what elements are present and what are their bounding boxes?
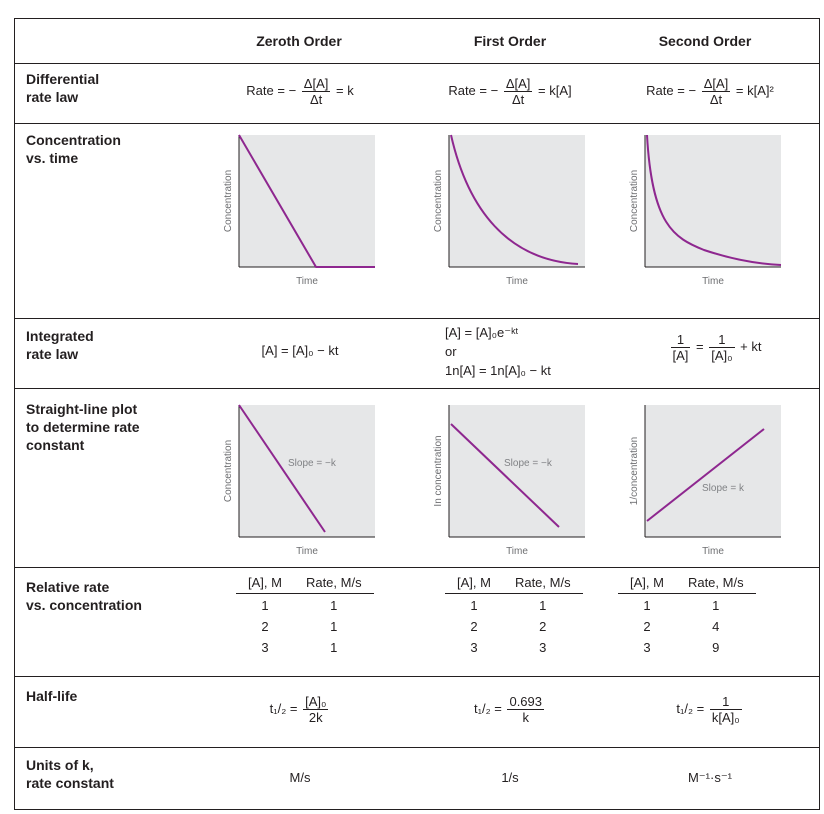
diff-rate-second: Rate = − Δ[A] Δt = k[A]²: [646, 76, 774, 107]
y-label: Concentration: [223, 170, 234, 232]
row-label-integrated: Integrated rate law: [26, 328, 94, 362]
y-label: Concentration: [433, 170, 444, 232]
plot-bg: [449, 405, 585, 537]
line: [238, 404, 326, 533]
col-header-rate: Rate, M/s: [502, 575, 583, 594]
divider: [14, 567, 820, 568]
half-life-second: t₁/₂ = 1 k[A]₀: [676, 694, 742, 725]
col-header-conc: [A], M: [618, 575, 676, 594]
x-label: Time: [702, 276, 724, 287]
row-label-half-life: Half-life: [26, 688, 78, 704]
curve: [646, 134, 782, 266]
divider: [14, 318, 820, 319]
divider: [14, 63, 820, 64]
row-label-differential: Differential rate law: [26, 71, 100, 105]
units-first: 1/s: [501, 770, 519, 785]
units-zeroth: M/s: [289, 770, 311, 785]
y-label: Concentration: [629, 170, 640, 232]
integrated-first: [A] = [A]₀e⁻ᵏᵗ or 1n[A] = 1n[A]₀ − kt: [445, 323, 605, 380]
divider: [14, 676, 820, 677]
plot-conc-first: Concentration Time: [428, 130, 593, 290]
x-label: Time: [506, 276, 528, 287]
x-label: Time: [506, 546, 528, 557]
plot-bg: [239, 135, 375, 267]
divider: [14, 747, 820, 748]
curve: [238, 134, 375, 268]
integrated-zeroth: [A] = [A]₀ − kt: [261, 343, 339, 358]
row-label-concentration-time: Concentration vs. time: [26, 132, 121, 166]
y-label: 1/concentration: [629, 437, 640, 505]
y-label: Concentration: [223, 440, 234, 502]
slope-label: Slope = −k: [288, 458, 337, 469]
y-label: In concentration: [433, 435, 444, 506]
diff-rate-first: Rate = − Δ[A] Δt = k[A]: [448, 76, 572, 107]
line: [450, 423, 560, 528]
line: [646, 428, 765, 522]
col-header-rate: Rate, M/s: [293, 575, 374, 594]
curve: [450, 134, 579, 265]
header-second-order: Second Order: [658, 33, 752, 49]
divider: [14, 388, 820, 389]
plot-straight-second: Slope = k 1/concentration Time: [624, 400, 789, 562]
col-header-conc: [A], M: [445, 575, 503, 594]
header-first-order: First Order: [473, 33, 547, 49]
units-second: M⁻¹·s⁻¹: [687, 770, 733, 785]
plot-bg: [645, 135, 781, 267]
x-label: Time: [702, 546, 724, 557]
integrated-first-line2: 1n[A] = 1n[A]₀ − kt: [445, 363, 551, 378]
row-label-straight-line: Straight-line plot to determine rate con…: [26, 401, 140, 453]
plot-bg: [449, 135, 585, 267]
header-zeroth-order: Zeroth Order: [256, 33, 342, 49]
slope-label: Slope = −k: [504, 458, 553, 469]
plot-conc-second: Concentration Time: [624, 130, 789, 290]
integrated-first-or: or: [445, 344, 457, 359]
col-header-rate: Rate, M/s: [675, 575, 756, 594]
plot-straight-zeroth: Slope = −k Concentration Time: [218, 400, 383, 562]
col-header-conc: [A], M: [236, 575, 294, 594]
x-label: Time: [296, 546, 318, 557]
half-life-first: t₁/₂ = 0.693 k: [473, 694, 545, 725]
row-label-relative-rate: Relative rate vs. concentration: [26, 579, 142, 613]
slope-label: Slope = k: [702, 483, 745, 494]
diff-rate-zeroth: Rate = − Δ[A] Δt = k: [246, 76, 354, 107]
integrated-second: 1 [A] = 1 [A]₀ + kt: [670, 332, 762, 363]
x-label: Time: [296, 276, 318, 287]
half-life-zeroth: t₁/₂ = [A]₀ 2k: [269, 694, 329, 725]
plot-bg: [239, 405, 375, 537]
integrated-first-line1: [A] = [A]₀e⁻ᵏᵗ: [445, 325, 519, 340]
plot-conc-zeroth: Concentration Time: [218, 130, 383, 290]
plot-bg: [645, 405, 781, 537]
plot-straight-first: Slope = −k In concentration Time: [428, 400, 593, 562]
table-frame: [14, 18, 820, 810]
divider: [14, 123, 820, 124]
row-label-units: Units of k, rate constant: [26, 757, 114, 791]
